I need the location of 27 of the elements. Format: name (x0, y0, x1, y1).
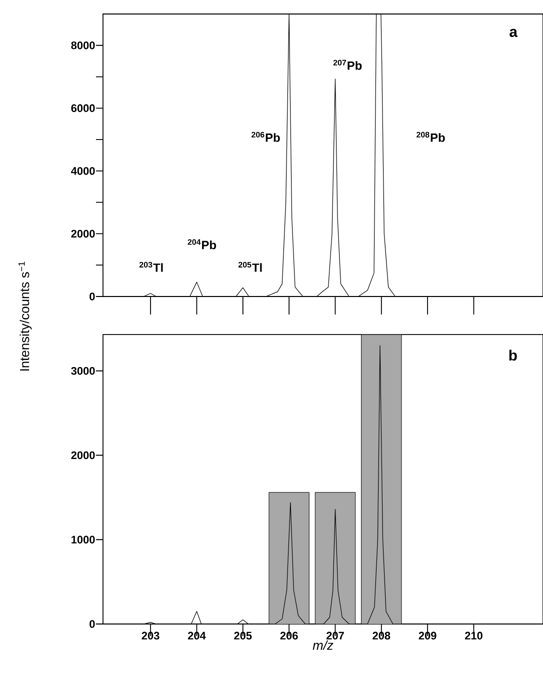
y-axis-title: Intensity/counts s$^{−1}$ (18, 262, 32, 371)
x-tick-label: 204 (188, 632, 206, 640)
x-axis-title: m/z (312, 640, 334, 650)
y-tick-label: 0 (90, 292, 95, 300)
annotation: $^{208}$Pb (416, 132, 445, 142)
annotation: $^{205}$Tl (238, 262, 262, 272)
y-tick-label: 6000 (71, 104, 95, 112)
x-tick-label: 210 (464, 632, 482, 640)
x-tick-label: 203 (142, 632, 160, 640)
y-tick-label: 1000 (72, 536, 95, 544)
x-tick-label: 207 (326, 632, 344, 640)
text: b (509, 350, 517, 361)
annotation: $^{206}$Pb (252, 132, 280, 142)
y-tick-label: 2000 (71, 230, 95, 238)
y-tick-label: 4000 (71, 167, 95, 175)
x-tick-label: 209 (418, 632, 436, 640)
text: a (510, 28, 518, 37)
x-tick-label: 205 (234, 632, 252, 640)
y-tick-label: 8000 (71, 42, 95, 50)
y-tick-label: 0 (90, 620, 95, 628)
annotation: $^{203}$Tl (139, 262, 163, 272)
x-tick-label: 206 (280, 632, 298, 640)
annotation: $^{204}$Pb (188, 239, 216, 250)
y-tick-label: 2000 (71, 451, 95, 460)
annotation: $^{207}$Pb (333, 60, 362, 70)
x-tick-label: 208 (372, 632, 390, 640)
y-tick-label: 3000 (71, 367, 95, 375)
